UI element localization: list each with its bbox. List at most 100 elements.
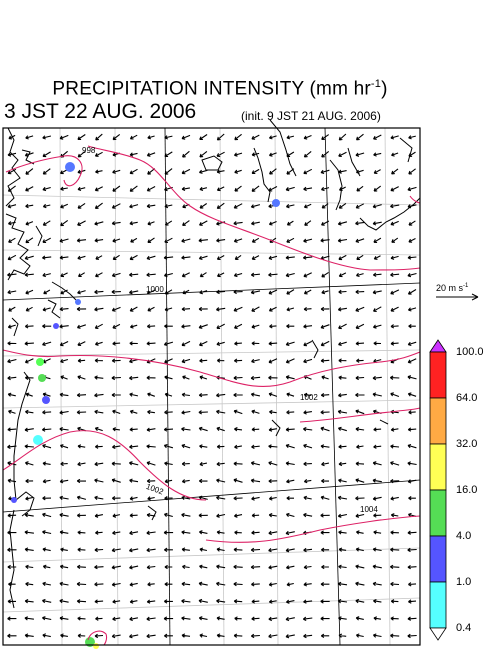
wind-arrow (407, 479, 417, 484)
wind-arrow (216, 341, 225, 346)
wind-arrow (111, 203, 121, 209)
init-time: (init. 9 JST 21 AUG. 2006) (241, 109, 381, 123)
wind-arrow (285, 358, 295, 364)
wind-arrow (129, 565, 139, 570)
wind-arrow (42, 461, 51, 466)
wind-arrow (129, 375, 139, 381)
wind-arrow (77, 151, 86, 158)
wind-arrow (372, 461, 382, 466)
wind-arrow (24, 547, 34, 552)
wind-arrow (7, 427, 17, 432)
wind-arrow (163, 427, 174, 432)
wind-arrow (129, 427, 138, 432)
wind-arrow (42, 410, 52, 415)
wind-arrow (338, 202, 347, 209)
contour-1000 (2, 349, 421, 388)
coastlines (5, 119, 421, 609)
wind-arrow (338, 616, 347, 621)
wind-arrow (181, 340, 191, 347)
wind-arrow (250, 290, 261, 295)
contour-label: 1002 (145, 482, 165, 497)
wind-arrow (42, 512, 52, 518)
wind-arrow (320, 410, 330, 415)
wind-arrow (199, 564, 208, 569)
wind-arrow (42, 307, 51, 312)
wind-arrow (216, 513, 226, 518)
wind-arrow (268, 255, 278, 261)
wind-arrow (372, 564, 382, 569)
reference-vector (436, 293, 479, 301)
wind-arrow (129, 478, 139, 483)
wind-arrow (407, 255, 417, 260)
wind-arrow (94, 238, 104, 243)
wind-arrow (129, 444, 139, 449)
wind-arrow (233, 478, 243, 483)
wind-arrow (303, 547, 313, 553)
wind-arrow (164, 410, 173, 415)
wind-arrow (111, 392, 121, 398)
wind-arrow (147, 496, 155, 501)
wind-arrow (146, 255, 156, 261)
wind-arrow (304, 220, 312, 226)
wind-arrow (77, 358, 86, 363)
wind-arrow (146, 633, 156, 639)
wind-arrow (129, 513, 138, 518)
wind-arrow (59, 255, 69, 260)
wind-arrow (372, 221, 382, 226)
wind-arrow (129, 496, 138, 501)
wind-arrow (94, 444, 103, 449)
wind-arrow (250, 375, 261, 381)
wind-arrow (94, 478, 104, 483)
wind-arrow (7, 204, 17, 209)
wind-arrow (129, 530, 139, 536)
wind-arrow (111, 582, 121, 587)
wind-arrow (408, 135, 416, 140)
wind-arrow (146, 203, 156, 209)
wind-arrow (285, 341, 295, 347)
wind-arrow (390, 135, 399, 140)
wind-arrow (112, 133, 121, 141)
wind-arrow (390, 341, 399, 346)
wind-arrow (216, 409, 226, 415)
wind-arrow (25, 581, 34, 587)
wind-arrow (321, 203, 329, 209)
wind-arrow (391, 152, 399, 157)
wind-arrow (303, 495, 312, 500)
wind-arrow (129, 548, 139, 553)
wind-arrow (251, 185, 260, 192)
wind-arrow (216, 426, 225, 432)
wind-arrow (164, 204, 173, 209)
wind-arrow (129, 461, 139, 466)
wind-arrow (234, 616, 242, 621)
wind-arrow (181, 426, 191, 432)
wind-arrow (372, 547, 382, 552)
wind-arrow (76, 478, 87, 484)
wind-arrow (389, 375, 400, 380)
wind-arrow (321, 150, 330, 158)
wind-arrow (372, 204, 382, 209)
wind-arrow (390, 306, 399, 312)
wind-arrow (181, 443, 191, 449)
wind-arrow (111, 375, 121, 381)
wind-arrow (77, 290, 86, 295)
wind-arrow (199, 150, 208, 158)
wind-arrow (164, 289, 173, 295)
wind-arrow (320, 633, 330, 638)
wind-arrow (321, 220, 330, 226)
wind-arrow (285, 443, 295, 449)
wind-arrow (59, 495, 69, 501)
wind-arrow (320, 582, 330, 587)
wind-arrow (407, 443, 417, 449)
wind-arrow (303, 340, 313, 347)
wind-arrow (60, 203, 69, 209)
wind-arrow (286, 410, 295, 415)
wind-arrow (181, 168, 191, 175)
wind-arrow (251, 616, 260, 621)
wind-arrow (42, 530, 52, 535)
wind-arrow (355, 564, 365, 569)
precip-cell (38, 374, 46, 382)
wind-arrow (321, 271, 329, 278)
wind-arrow (320, 495, 330, 500)
wind-arrow (338, 375, 347, 380)
wind-arrow (95, 255, 103, 260)
